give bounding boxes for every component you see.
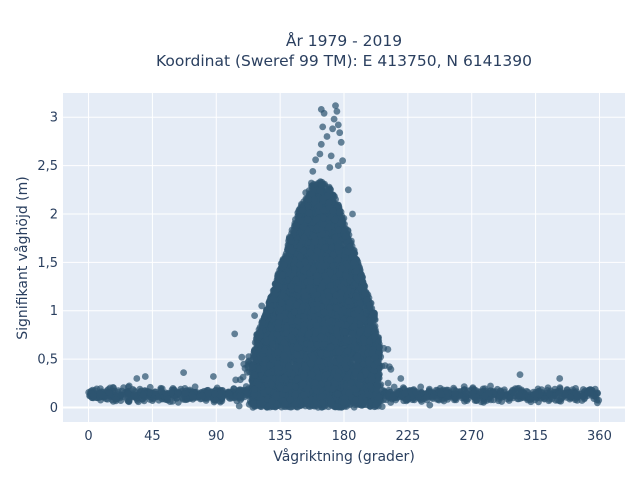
data-point (506, 394, 514, 402)
data-point (89, 392, 97, 399)
data-point (480, 398, 487, 406)
data-point (546, 390, 553, 398)
data-point (140, 397, 148, 405)
data-point (181, 390, 189, 397)
data-point (566, 393, 574, 401)
data-point (423, 394, 430, 401)
data-point (389, 393, 396, 401)
data-point (390, 383, 398, 391)
data-point (146, 389, 153, 396)
data-point (96, 389, 104, 397)
data-point (437, 390, 445, 398)
data-point (555, 390, 563, 398)
data-point (497, 389, 505, 397)
data-point (232, 376, 240, 384)
data-point (189, 393, 197, 401)
data-point (531, 391, 539, 398)
data-point (204, 390, 212, 397)
data-point (236, 386, 244, 394)
data-point (481, 392, 489, 400)
data-point (167, 389, 175, 396)
data-point (426, 401, 434, 409)
data-point (561, 390, 569, 398)
data-point (490, 396, 497, 404)
data-point (105, 389, 113, 396)
data-point (541, 395, 548, 402)
data-point (112, 396, 120, 403)
data-point (515, 391, 523, 399)
data-point (587, 389, 594, 397)
scatter-points (85, 102, 603, 411)
data-point (417, 383, 425, 391)
data-point (236, 392, 244, 399)
data-point (556, 397, 563, 405)
data-point (198, 392, 206, 400)
data-point (124, 383, 132, 391)
data-point (523, 387, 531, 395)
data-point (119, 392, 126, 399)
data-point (130, 391, 138, 398)
data-point (551, 385, 559, 393)
data-point (527, 396, 534, 404)
data-point (235, 402, 243, 410)
data-point (580, 392, 588, 400)
data-point (149, 397, 156, 404)
data-point (572, 389, 580, 397)
data-point (239, 373, 247, 381)
data-point (462, 389, 470, 397)
data-point (139, 391, 147, 399)
data-point (450, 384, 457, 392)
data-point (124, 390, 132, 397)
data-point (400, 397, 408, 405)
data-point (230, 385, 238, 392)
data-point (104, 395, 111, 403)
data-point (212, 396, 219, 404)
data-point (226, 395, 234, 402)
data-point (385, 386, 393, 394)
data-point (471, 397, 479, 404)
data-point (412, 388, 420, 396)
data-point (401, 389, 409, 397)
data-point (162, 389, 170, 397)
data-point (151, 388, 159, 396)
data-point (548, 395, 556, 403)
data-point (487, 382, 494, 390)
data-point (111, 387, 118, 395)
data-point (433, 395, 441, 403)
data-point (476, 388, 484, 396)
data-point (451, 390, 459, 397)
data-point (211, 390, 219, 398)
data-point (191, 383, 199, 391)
